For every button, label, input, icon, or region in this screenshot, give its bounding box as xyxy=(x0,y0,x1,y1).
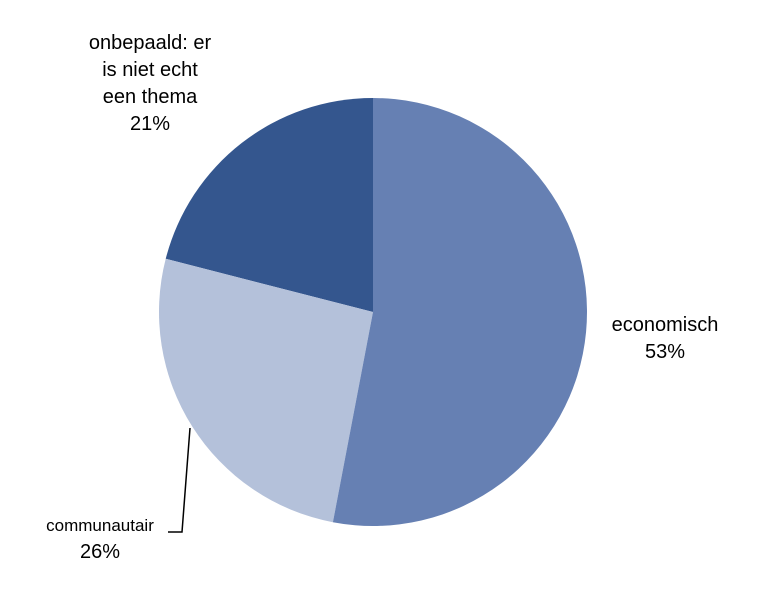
category-label: communautair xyxy=(46,516,154,535)
pie-slice xyxy=(159,258,373,523)
value-label: 53% xyxy=(644,341,686,363)
pie-slice xyxy=(165,98,373,312)
slice-label: onbepaald: er is niet echt een thema 21% xyxy=(86,30,214,138)
slice-label: communautair 26% xyxy=(20,512,180,566)
category-label: economisch xyxy=(611,314,719,336)
value-label: 26% xyxy=(79,541,121,563)
slice-label: economisch 53% xyxy=(580,312,750,366)
pie-slice xyxy=(332,98,588,526)
value-label: 21% xyxy=(129,113,171,135)
leader-line xyxy=(168,427,191,533)
category-label: onbepaald: er is niet echt een thema xyxy=(88,32,212,108)
